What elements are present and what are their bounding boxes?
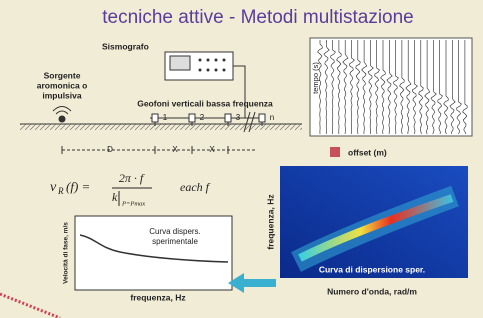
spectrum-label: Curva di dispersione sper. — [319, 264, 425, 274]
source-label: Sorgente — [44, 70, 81, 80]
geophone-label: 3 — [236, 113, 241, 122]
seismogram-frame — [310, 38, 472, 136]
geophone — [259, 114, 265, 122]
seismogram-legend: offset (m) — [348, 147, 387, 157]
spectrum-y-label: frequenza, Hz — [265, 194, 275, 249]
geophone — [189, 114, 195, 122]
ground — [20, 124, 302, 130]
curve-y-label: Velocità di fase, m/s — [63, 222, 70, 284]
geophone-label: 1 — [163, 113, 168, 122]
curve-label: sperimentale — [152, 237, 198, 246]
geophone — [225, 114, 231, 122]
formula-lhs-arg: (f) = — [66, 179, 90, 194]
page: tecniche attive - Metodi multistazione S… — [0, 0, 483, 318]
curve-label: Curva dispers. — [149, 227, 201, 236]
distance-label: X — [209, 145, 215, 154]
formula-suffix: each f — [180, 180, 211, 194]
formula-denominator: k — [112, 190, 118, 204]
geophone — [152, 114, 158, 122]
geophones-label: Geofoni verticali bassa frequenza — [137, 98, 273, 108]
seismogram-y-label: tempo (s) — [311, 62, 320, 94]
title: tecniche attive - Metodi multistazione — [102, 7, 414, 28]
formula-evaluation: P=Pmax — [121, 200, 145, 207]
formula-lhs-sub: R — [57, 186, 64, 196]
slide: tecniche attive - Metodi multistazione S… — [0, 0, 483, 318]
spectrum-x-label: Numero d'onda, rad/m — [327, 286, 417, 296]
geophone-label: 2 — [200, 113, 205, 122]
seismograph-label: Sismografo — [102, 41, 149, 51]
legend-swatch — [330, 147, 340, 157]
curve-x-label: frequenza, Hz — [130, 292, 185, 302]
source-label: impulsiva — [42, 90, 81, 100]
formula-numerator: 2π · f — [119, 171, 145, 185]
source-label: aromonica o — [37, 80, 88, 90]
geophone-label: n — [270, 113, 274, 122]
distance-label: X — [172, 145, 178, 154]
formula-lhs: v — [50, 180, 57, 195]
distance-label: D — [107, 145, 113, 154]
